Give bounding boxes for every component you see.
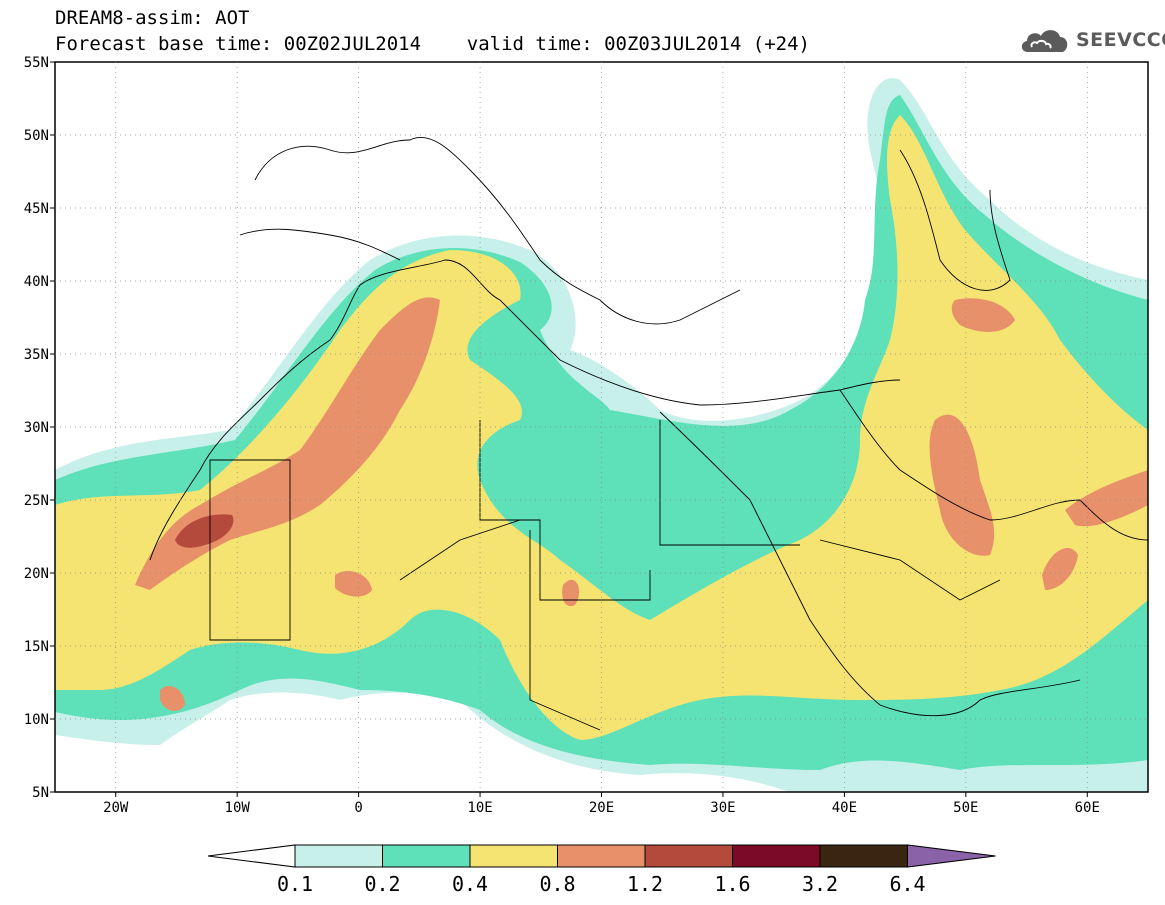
- colorbar-segment: [557, 844, 646, 868]
- colorbar-label: 0.4: [451, 872, 489, 896]
- lon-label: 20E: [589, 800, 614, 816]
- lat-label: 30N: [24, 420, 49, 436]
- colorbar-label: 0.2: [364, 872, 401, 896]
- lon-label: 20W: [103, 800, 129, 816]
- lat-label: 35N: [24, 347, 49, 363]
- longitude-labels: 20W 10W 0 10E 20E 30E 40E 50E 60E: [103, 800, 1100, 816]
- aot-level-1.2: [175, 514, 234, 548]
- lon-label: 60E: [1075, 800, 1100, 816]
- colorbar-segment: [294, 844, 383, 868]
- coastlines: [149, 136, 1148, 731]
- lon-label: 10E: [467, 800, 492, 816]
- aot-level-0.8: [951, 298, 1015, 332]
- aot-level-0.8: [1065, 470, 1148, 527]
- aot-field: [55, 78, 1148, 792]
- lat-label: 55N: [24, 55, 49, 71]
- lon-label: 10W: [225, 800, 251, 816]
- cloud-icon: [1021, 30, 1068, 52]
- axis-ticks: [50, 61, 1088, 797]
- lon-label: 40E: [832, 800, 857, 816]
- lat-label: 10N: [24, 712, 49, 728]
- aot-level-0.8: [1042, 547, 1078, 590]
- colorbar-segment: [382, 844, 471, 868]
- colorbar-segment: [469, 844, 558, 868]
- lat-label: 40N: [24, 274, 49, 290]
- latitude-labels: 5N 10N 15N 20N 25N 30N 35N 40N 45N 50N 55N: [24, 55, 49, 801]
- lat-label: 45N: [24, 201, 49, 217]
- aot-level-0.4: [55, 115, 1148, 740]
- colorbar-segment: [644, 844, 733, 868]
- lat-label: 50N: [24, 128, 49, 144]
- map-title: DREAM8-assim: AOT: [55, 7, 250, 29]
- lat-label: 15N: [24, 639, 49, 655]
- seevccc-logo: SEEVCCC: [1018, 22, 1165, 58]
- colorbar: [207, 844, 996, 868]
- colorbar-label: 1.6: [714, 872, 751, 896]
- colorbar-segment: [819, 844, 908, 868]
- aot-level-0.8: [929, 414, 995, 556]
- colorbar-label: 3.2: [801, 872, 839, 896]
- colorbar-high-arrow: [907, 844, 996, 868]
- colorbar-label: 0.8: [539, 872, 576, 896]
- colorbar-low-arrow: [207, 844, 296, 868]
- lon-label: 0: [354, 800, 362, 816]
- colorbar-label: 6.4: [889, 872, 926, 896]
- colorbar-label: 1.2: [626, 872, 664, 896]
- forecast-time-label: Forecast base time: 00Z02JUL2014 valid t…: [55, 33, 810, 55]
- aot-level-0.8: [335, 570, 372, 597]
- aot-level-0.8: [562, 579, 580, 607]
- lat-label: 20N: [24, 566, 49, 582]
- lon-label: 30E: [710, 800, 735, 816]
- logo-text: SEEVCCC: [1076, 29, 1165, 51]
- colorbar-label: 0.1: [276, 872, 314, 896]
- colorbar-segment: [732, 844, 821, 868]
- aot-level-0.8: [160, 685, 185, 712]
- lon-label: 50E: [953, 800, 978, 816]
- lat-label: 25N: [24, 493, 49, 509]
- lat-label: 5N: [32, 785, 49, 801]
- graticule: [55, 62, 1148, 792]
